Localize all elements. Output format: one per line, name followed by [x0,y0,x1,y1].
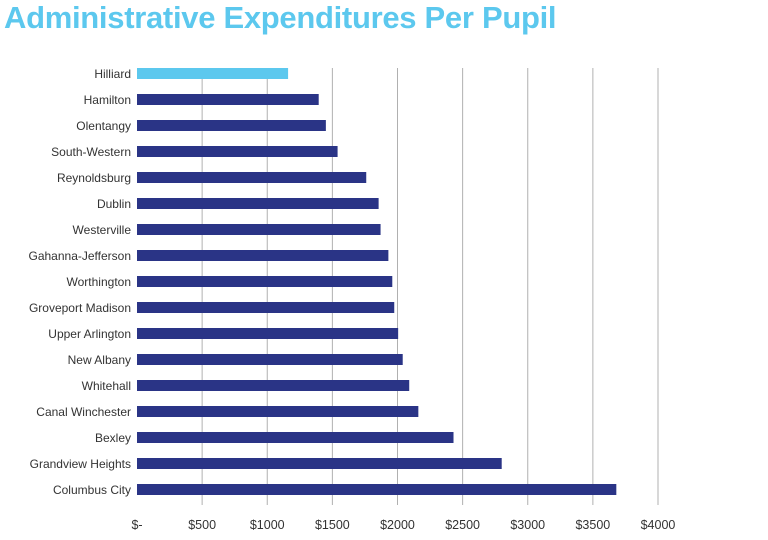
category-label: Bexley [95,431,131,445]
category-label: South-Western [51,145,131,159]
category-label: Westerville [73,223,132,237]
bar [137,484,617,495]
x-tick-label: $3000 [510,518,545,532]
bar [137,68,289,79]
bar [137,146,338,157]
category-label: Whitehall [82,379,131,393]
bar [137,328,399,339]
category-label: Gahanna-Jefferson [28,249,131,263]
bar [137,224,381,235]
category-label: Hamilton [84,93,131,107]
bar [137,380,410,391]
category-label: Olentangy [76,119,131,133]
bar [137,458,502,469]
bars [137,68,617,495]
bar [137,250,389,261]
category-label: Upper Arlington [48,327,131,341]
category-label: Worthington [67,275,131,289]
x-tick-label: $500 [188,518,216,532]
category-label: Columbus City [53,483,131,497]
bar [137,276,393,287]
bar [137,432,454,443]
bar [137,406,419,417]
bar [137,120,326,131]
category-label: Grandview Heights [30,457,131,471]
bar [137,94,319,105]
x-tick-label: $3500 [575,518,610,532]
x-tick-label: $2000 [380,518,415,532]
category-labels: Hilliard Hamilton Olentangy South-Western Re… [28,67,131,497]
bar [137,354,403,365]
x-axis-ticks: $- $500 $1000 $1500 $2000 $2500 $3000 $3500 $400… [131,518,675,532]
x-tick-label: $2500 [445,518,480,532]
bar [137,172,367,183]
x-tick-label: $- [131,518,142,532]
x-tick-label: $1500 [315,518,350,532]
category-label: Dublin [97,197,131,211]
category-label: Reynoldsburg [57,171,131,185]
bar [137,198,379,209]
x-tick-label: $4000 [641,518,676,532]
bar [137,302,395,313]
category-label: Canal Winchester [36,405,131,419]
category-label: Groveport Madison [29,301,131,315]
x-tick-label: $1000 [250,518,285,532]
category-label: Hilliard [94,67,131,81]
category-label: New Albany [68,353,131,367]
chart-title: Administrative Expenditures Per Pupil [4,0,557,35]
